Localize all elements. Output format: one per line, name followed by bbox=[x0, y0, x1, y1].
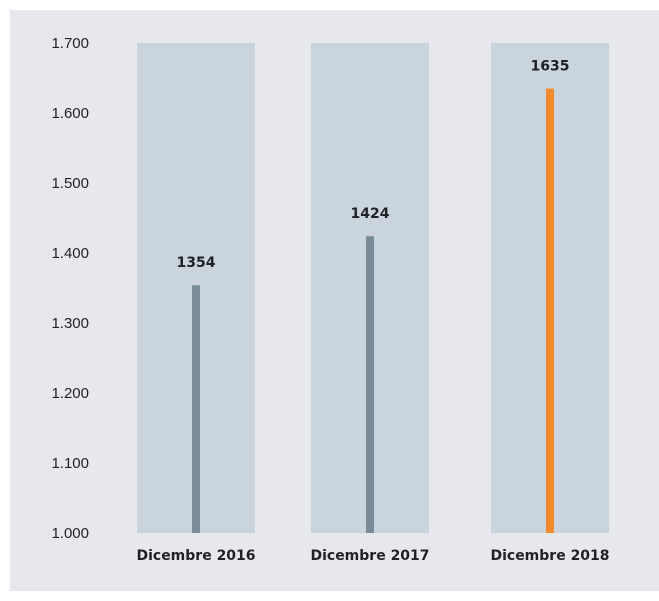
y-tick-label: 1.400 bbox=[51, 245, 89, 262]
y-tick-label: 1.500 bbox=[51, 175, 89, 192]
x-tick-label: Dicembre 2017 bbox=[310, 548, 429, 564]
data-label: 1354 bbox=[177, 255, 216, 271]
y-tick-label: 1.300 bbox=[51, 315, 89, 332]
y-tick-label: 1.200 bbox=[51, 385, 89, 402]
x-tick-label: Dicembre 2016 bbox=[136, 548, 255, 564]
y-tick-label: 1.600 bbox=[51, 105, 89, 122]
bar bbox=[546, 88, 554, 533]
data-labels: 1354 1424 1635 bbox=[177, 59, 570, 272]
data-label: 1635 bbox=[531, 59, 570, 75]
data-label: 1424 bbox=[351, 206, 390, 222]
y-tick-label: 1.000 bbox=[51, 525, 89, 542]
y-axis-ticks: 1.000 1.100 1.200 1.300 1.400 1.500 1.600 1.700 bbox=[51, 35, 89, 542]
y-tick-label: 1.700 bbox=[51, 35, 89, 52]
bar bbox=[192, 285, 200, 533]
bar-chart: 1.000 1.100 1.200 1.300 1.400 1.500 1.600 1.700… bbox=[51, 35, 609, 564]
y-tick-label: 1.100 bbox=[51, 455, 89, 472]
x-tick-label: Dicembre 2018 bbox=[490, 548, 609, 564]
bars bbox=[192, 88, 554, 533]
chart-panel: 1.000 1.100 1.200 1.300 1.400 1.500 1.600 1.700… bbox=[10, 10, 659, 591]
bar bbox=[366, 236, 374, 533]
x-axis-ticks: Dicembre 2016 Dicembre 2017 Dicembre 2018 bbox=[136, 548, 609, 564]
